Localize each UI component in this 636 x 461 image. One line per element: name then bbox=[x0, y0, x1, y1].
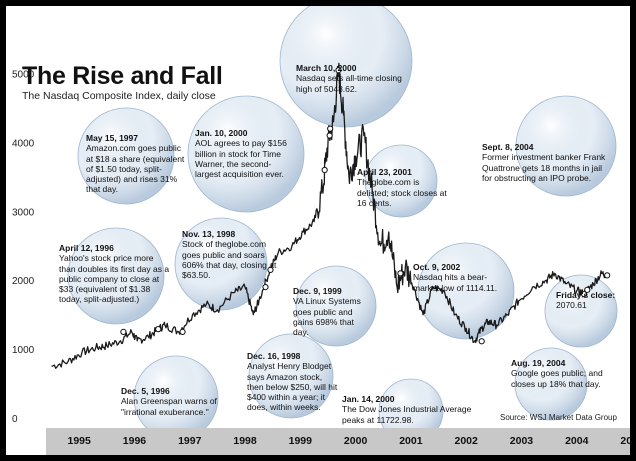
decorative-bubble bbox=[417, 242, 515, 340]
x-tick-label: 1997 bbox=[178, 435, 202, 447]
annotation-text: Nasdaq hits a bear-market low of 1114.11… bbox=[413, 272, 498, 293]
annotation-date: Nov. 13, 1998 bbox=[182, 229, 236, 240]
annotation-date: Friday's close: bbox=[556, 290, 616, 301]
annotation-text: Analyst Henry Blodget says Amazon stock,… bbox=[247, 361, 338, 413]
annotation-aug-2004: Aug. 19, 2004 Google goes public; and clo… bbox=[511, 348, 623, 389]
x-tick-label: 2002 bbox=[454, 435, 478, 447]
chart-subtitle: The Nasdaq Composite Index, daily close bbox=[22, 90, 216, 102]
x-tick-label: 1999 bbox=[288, 435, 312, 447]
annotation-fridays-close: Friday's close: 2070.61 bbox=[556, 280, 624, 311]
source-note: Source: WSJ Market Data Group bbox=[500, 413, 617, 422]
decorative-bubble bbox=[174, 217, 268, 311]
annotation-may-1997: May 15, 1997 Amazon.com goes public at $1… bbox=[86, 123, 190, 194]
decorative-bubble bbox=[187, 95, 305, 213]
x-tick-label: 1995 bbox=[67, 435, 91, 447]
event-point bbox=[326, 132, 333, 139]
annotation-oct-2002: Oct. 9, 2002 Nasdaq hits a bear-market lo… bbox=[413, 252, 513, 293]
chart-title: The Rise and Fall bbox=[22, 62, 223, 90]
annotation-text: Amazon.com goes public at $18 a share (e… bbox=[86, 143, 185, 195]
event-point bbox=[262, 284, 269, 291]
decorative-bubble bbox=[514, 347, 588, 421]
event-point bbox=[267, 266, 274, 273]
annotation-date: Oct. 9, 2002 bbox=[413, 262, 461, 273]
annotation-date: Jan. 10, 2000 bbox=[195, 128, 248, 139]
chart-plot: 0 1000 2000 3000 4000 5000 bbox=[12, 6, 618, 444]
y-tick-label: 0 bbox=[12, 414, 18, 425]
y-tick-label: 5000 bbox=[12, 70, 35, 81]
annotation-date: Aug. 19, 2004 bbox=[511, 358, 566, 369]
decorative-bubble bbox=[248, 333, 334, 419]
x-tick-label: 1996 bbox=[122, 435, 147, 447]
event-point bbox=[397, 270, 404, 277]
x-tick-label: 2004 bbox=[565, 435, 589, 447]
event-point bbox=[120, 328, 127, 335]
decorative-bubble bbox=[515, 95, 617, 197]
annotation-text: Yahoo's stock price more than doubles it… bbox=[59, 253, 170, 305]
annotation-date: Dec. 16, 1998 bbox=[247, 351, 301, 362]
annotation-text: Theglobe.com is delisted; stock closes a… bbox=[357, 177, 447, 208]
decorative-bubble bbox=[77, 107, 175, 205]
event-point bbox=[584, 286, 591, 293]
event-point bbox=[179, 328, 186, 335]
y-tick-label: 4000 bbox=[12, 138, 35, 149]
annotation-text: Former investment banker Frank Quattrone… bbox=[482, 152, 606, 183]
x-tick-label: 2005 bbox=[620, 435, 630, 447]
annotation-dec-1998: Dec. 16, 1998 Analyst Henry Blodget says … bbox=[247, 341, 341, 412]
annotation-text: Nasdaq sets all-time closing high of 504… bbox=[296, 73, 402, 94]
annotation-dec-1996: Dec. 5, 1996 Alan Greenspan warns of "irr… bbox=[121, 376, 233, 417]
y-tick-label: 1000 bbox=[12, 345, 35, 356]
annotation-date: April 23, 2001 bbox=[357, 167, 412, 178]
chart-panel: 0 1000 2000 3000 4000 5000 The Rise and Fall … bbox=[6, 6, 630, 455]
decorative-bubble bbox=[279, 6, 413, 128]
series-line bbox=[51, 62, 608, 369]
annotation-mar-2000: March 10, 2000 Nasdaq sets all-time closi… bbox=[296, 53, 404, 94]
annotation-nov-1998: Nov. 13, 1998 Stock of theglobe.com goes … bbox=[182, 219, 282, 280]
x-tick-label: 2001 bbox=[399, 435, 423, 447]
decorative-bubble bbox=[544, 274, 618, 348]
annotation-sep-2004: Sept. 8, 2004 Former investment banker Fr… bbox=[482, 132, 612, 183]
annotation-text: Google goes public; and closes up 18% th… bbox=[511, 368, 603, 389]
annotation-date: May 15, 1997 bbox=[86, 133, 138, 144]
annotation-text: VA Linux Systems goes public and gains 6… bbox=[293, 296, 361, 338]
decorative-bubble bbox=[295, 265, 377, 347]
annotation-text: Alan Greenspan warns of "irrational exub… bbox=[121, 396, 217, 417]
annotation-apr-2001: April 23, 2001 Theglobe.com is delisted; … bbox=[357, 157, 453, 208]
y-tick-label: 3000 bbox=[12, 207, 35, 218]
annotation-text: Stock of theglobe.com goes public and so… bbox=[182, 239, 277, 281]
y-tick-label: 2000 bbox=[12, 276, 35, 287]
event-point bbox=[155, 326, 162, 333]
event-point bbox=[321, 166, 328, 174]
annotation-date: Dec. 5, 1996 bbox=[121, 386, 170, 397]
event-point bbox=[580, 290, 588, 298]
event-point bbox=[604, 272, 611, 279]
annotation-date: April 12, 1996 bbox=[59, 243, 114, 254]
decorative-bubble bbox=[67, 227, 165, 325]
event-point bbox=[327, 125, 334, 132]
annotation-jan-2000-dow: Jan. 14, 2000 The Dow Jones Industrial Av… bbox=[342, 384, 492, 425]
x-tick-label: 2003 bbox=[509, 435, 534, 447]
annotation-text: The Dow Jones Industrial Average peaks a… bbox=[342, 404, 472, 425]
x-axis-band: 1995 1996 1997 1998 1999 2000 2001 2002 2003 2004… bbox=[46, 428, 630, 455]
annotation-apr-1996: April 12, 1996 Yahoo's stock price more t… bbox=[59, 233, 171, 304]
x-tick-label: 1998 bbox=[233, 435, 257, 447]
annotation-date: Sept. 8, 2004 bbox=[482, 142, 534, 153]
annotation-date: Dec. 9, 1999 bbox=[293, 286, 342, 297]
annotation-date: Jan. 14, 2000 bbox=[342, 394, 395, 405]
x-tick-label: 2000 bbox=[343, 435, 368, 447]
decorative-bubble bbox=[364, 144, 438, 218]
annotation-text: 2070.61 bbox=[556, 300, 587, 311]
event-point bbox=[478, 338, 485, 345]
event-point bbox=[335, 67, 342, 74]
annotation-date: March 10, 2000 bbox=[296, 63, 357, 74]
annotation-text: AOL agrees to pay $156 billion in stock … bbox=[195, 138, 287, 180]
annotation-dec-1999: Dec. 9, 1999 VA Linux Systems goes public… bbox=[293, 276, 367, 337]
annotation-jan-2000-aol: Jan. 10, 2000 AOL agrees to pay $156 bill… bbox=[195, 118, 295, 179]
